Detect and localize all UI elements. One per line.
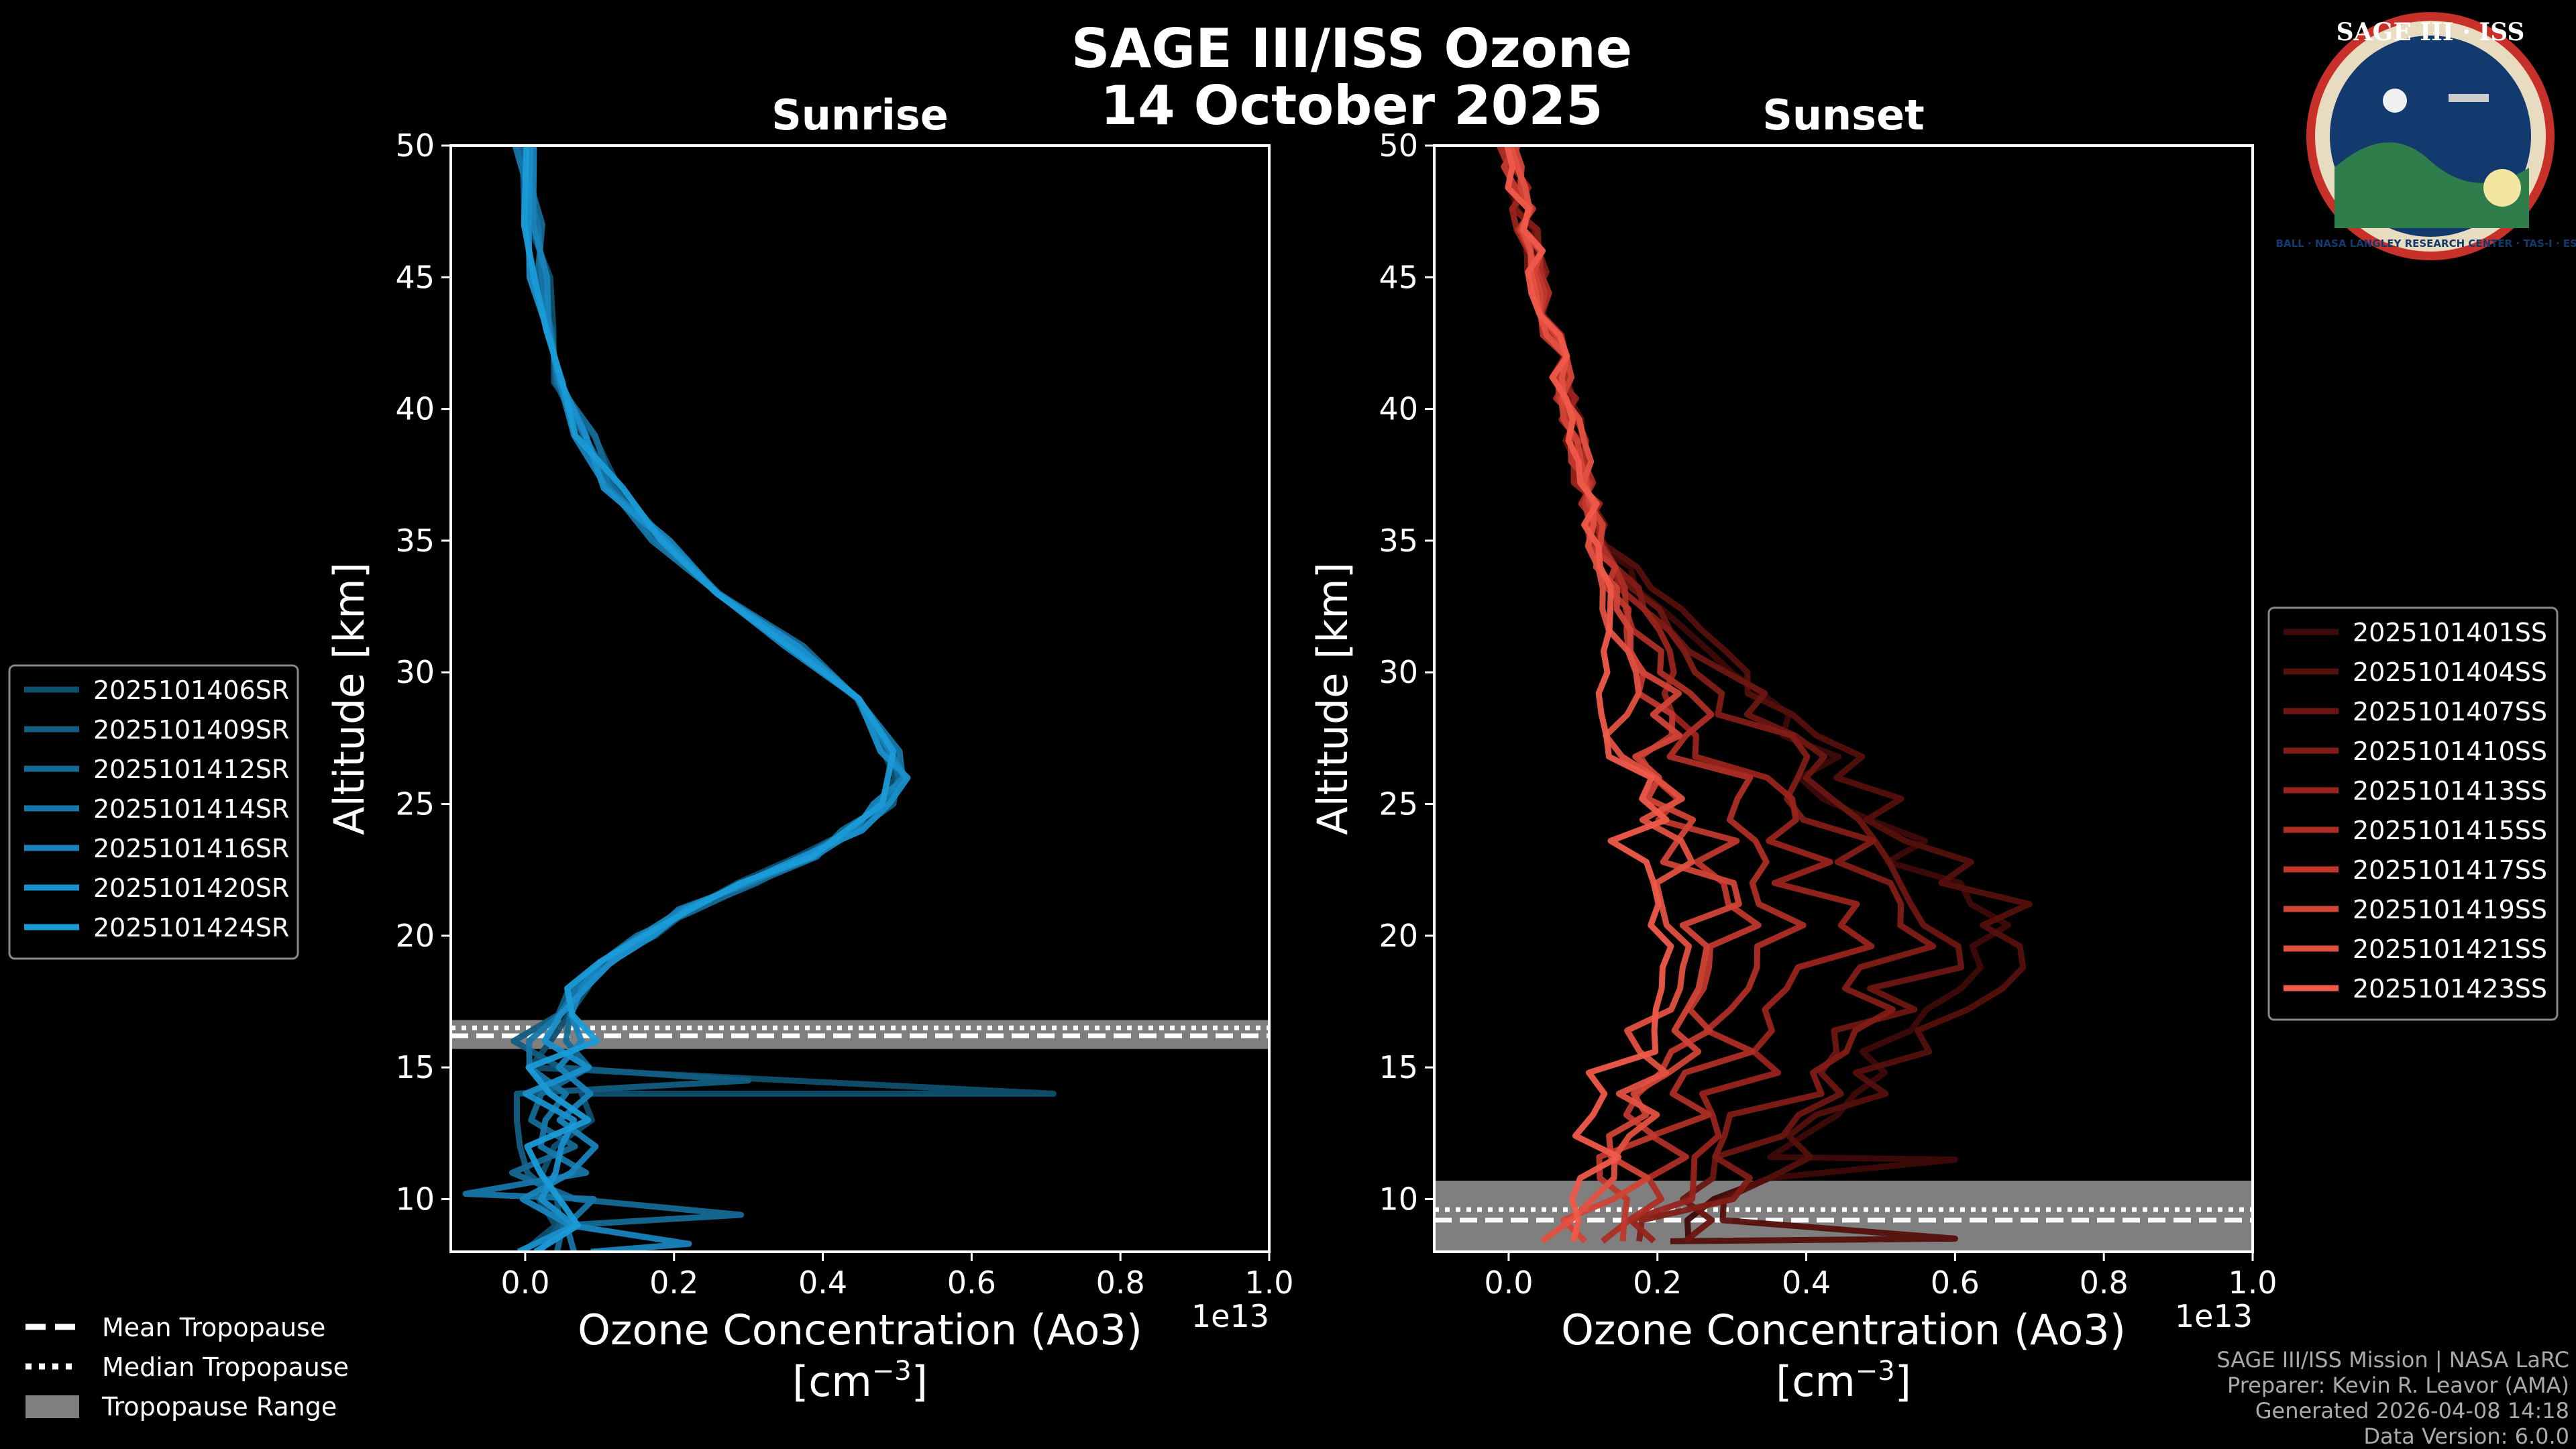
sunset-y-tick-label: 40 bbox=[1379, 391, 1418, 427]
legend-label-2025101409SR: 2025101409SR bbox=[93, 715, 289, 745]
footer-generated: Generated 2026-04-08 14:18 bbox=[2255, 1398, 2569, 1424]
sunrise-profiles bbox=[462, 146, 1057, 1252]
sunset-y-tick-label: 25 bbox=[1379, 786, 1418, 822]
sunrise-x-axis-label: Ozone Concentration (Ao3) bbox=[578, 1305, 1142, 1354]
legend-label-2025101420SR: 2025101420SR bbox=[93, 873, 289, 903]
legend-label-2025101417SS: 2025101417SS bbox=[2353, 855, 2547, 885]
sunset-y-axis-label: Altitude [km] bbox=[1308, 562, 1357, 835]
footer-mission: SAGE III/ISS Mission | NASA LaRC bbox=[2216, 1347, 2569, 1373]
tropopause-range-swatch bbox=[25, 1395, 79, 1418]
sunrise-x-tick-label: 1.0 bbox=[1244, 1265, 1293, 1301]
sunrise-panel: 0.0 0.2 0.4 0.6 0.8 1.0 10 15 20 25 30 35 40 45 50 Sunr… bbox=[325, 91, 1294, 1406]
legend-label-2025101416SR: 2025101416SR bbox=[93, 834, 289, 863]
sunset-y-tick-label: 20 bbox=[1379, 918, 1418, 954]
sunset-offset-label: 1e13 bbox=[2175, 1298, 2253, 1334]
sunrise-x-tick-label: 0.6 bbox=[947, 1265, 996, 1301]
sunrise-offset-label: 1e13 bbox=[1191, 1298, 1269, 1334]
sunrise-y-axis-label: Altitude [km] bbox=[325, 562, 374, 835]
legend-label-2025101410SS: 2025101410SS bbox=[2353, 737, 2547, 766]
sunset-x-tick-label: 0.4 bbox=[1782, 1265, 1831, 1301]
sunrise-x-tick-label: 0.2 bbox=[649, 1265, 698, 1301]
sunset-y-tick-label: 35 bbox=[1379, 523, 1418, 559]
legend-label-2025101412SR: 2025101412SR bbox=[93, 755, 289, 784]
sunset-x-tick-label: 0.6 bbox=[1931, 1265, 1980, 1301]
sunset-legend-box bbox=[2267, 606, 2559, 1021]
sunrise-y-tick-label: 40 bbox=[395, 391, 435, 427]
sunrise-y-tick-label: 10 bbox=[395, 1181, 435, 1217]
sunset-panel-title: Sunset bbox=[1762, 91, 1925, 140]
sunrise-y-tick-label: 45 bbox=[395, 259, 435, 295]
legend-label-2025101414SR: 2025101414SR bbox=[93, 794, 289, 824]
sunrise-axes-frame bbox=[449, 144, 1271, 1253]
sunrise-panel-title: Sunrise bbox=[771, 91, 949, 140]
sunset-axes-frame bbox=[1433, 144, 2254, 1253]
legend-label-2025101404SS: 2025101404SS bbox=[2353, 657, 2547, 687]
sunset-x-axis-unit: [cm−3] bbox=[1776, 1356, 1911, 1406]
legend-label-2025101423SS: 2025101423SS bbox=[2353, 974, 2547, 1004]
logo-text: SAGE III · ISS bbox=[2337, 18, 2525, 46]
series-line-2025101420SR bbox=[517, 146, 911, 1252]
sunrise-y-tick-label: 30 bbox=[395, 654, 435, 690]
legend-label-2025101406SR: 2025101406SR bbox=[93, 676, 289, 705]
logo-ring-text: BALL · NASA LANGLEY RESEARCH CENTER · TA… bbox=[2276, 237, 2576, 250]
tropopause-range-label: Tropopause Range bbox=[101, 1392, 337, 1421]
legend-label-2025101415SS: 2025101415SS bbox=[2353, 816, 2547, 845]
footer-credits: SAGE III/ISS Mission | NASA LaRC Prepare… bbox=[2216, 1347, 2569, 1449]
iss-icon bbox=[2449, 94, 2489, 102]
sunset-y-tick-label: 10 bbox=[1379, 1181, 1418, 1217]
figure-title-line1: SAGE III/ISS Ozone bbox=[1071, 17, 1632, 80]
sage-iii-iss-logo: SAGE III · ISS BALL · NASA LANGLEY RESEA… bbox=[2276, 12, 2576, 260]
sunset-panel: 0.0 0.2 0.4 0.6 0.8 1.0 10 15 20 25 30 35 40 45 50 Suns… bbox=[1308, 91, 2277, 1406]
sunset-x-tick-label: 0.0 bbox=[1484, 1265, 1533, 1301]
sunset-legend: 2025101401SS 2025101404SS 2025101407SS 2025… bbox=[2267, 606, 2559, 1021]
legend-label-2025101413SS: 2025101413SS bbox=[2353, 776, 2547, 806]
sunset-x-tick-label: 0.8 bbox=[2080, 1265, 2129, 1301]
sunrise-x-tick-label: 0.0 bbox=[500, 1265, 549, 1301]
legend-label-2025101421SS: 2025101421SS bbox=[2353, 934, 2547, 964]
footer-data-version: Data Version: 6.0.0 bbox=[2363, 1424, 2569, 1449]
sunset-x-axis-label: Ozone Concentration (Ao3) bbox=[1561, 1305, 2126, 1354]
sunset-y-tick-label: 45 bbox=[1379, 259, 1418, 295]
sunrise-legend-box bbox=[8, 664, 299, 960]
sunrise-x-tick-label: 0.8 bbox=[1096, 1265, 1145, 1301]
sunrise-y-tick-label: 25 bbox=[395, 786, 435, 822]
sun-icon bbox=[2483, 169, 2521, 207]
mean-tropopause-label: Mean Tropopause bbox=[102, 1313, 325, 1342]
sunset-x-tick-label: 0.2 bbox=[1633, 1265, 1682, 1301]
series-line-2025101421SS bbox=[1507, 146, 1695, 1244]
sunrise-y-tick-label: 20 bbox=[395, 918, 435, 954]
sunset-x-tick-label: 1.0 bbox=[2228, 1265, 2277, 1301]
sunset-profiles bbox=[1496, 146, 2033, 1244]
figure-title-line2: 14 October 2025 bbox=[1100, 74, 1603, 137]
median-tropopause-label: Median Tropopause bbox=[102, 1352, 349, 1382]
sunrise-y-tick-label: 35 bbox=[395, 523, 435, 559]
legend-label-2025101407SS: 2025101407SS bbox=[2353, 697, 2547, 727]
series-line-2025101424SR bbox=[521, 146, 897, 1252]
sunrise-y-tick-label: 50 bbox=[395, 127, 435, 164]
sunrise-x-tick-label: 0.4 bbox=[798, 1265, 847, 1301]
earth-shape bbox=[2334, 142, 2529, 228]
sunset-y-tick-label: 50 bbox=[1379, 127, 1418, 164]
sunrise-legend: 2025101406SR 2025101409SR 2025101412SR 2025… bbox=[8, 664, 299, 960]
sunset-y-tick-label: 15 bbox=[1379, 1049, 1418, 1085]
legend-label-2025101401SS: 2025101401SS bbox=[2353, 618, 2547, 647]
legend-label-2025101419SS: 2025101419SS bbox=[2353, 895, 2547, 924]
moon-icon bbox=[2383, 89, 2407, 113]
sunset-y-tick-label: 30 bbox=[1379, 654, 1418, 690]
footer-preparer: Preparer: Kevin R. Leavor (AMA) bbox=[2227, 1373, 2569, 1398]
sunrise-x-axis-unit: [cm−3] bbox=[792, 1356, 928, 1406]
legend-label-2025101424SR: 2025101424SR bbox=[93, 913, 289, 943]
tropopause-legend: Mean Tropopause Median Tropopause Tropop… bbox=[25, 1313, 349, 1421]
series-line-2025101423SS bbox=[1504, 146, 1674, 1242]
sunrise-y-tick-label: 15 bbox=[395, 1049, 435, 1085]
